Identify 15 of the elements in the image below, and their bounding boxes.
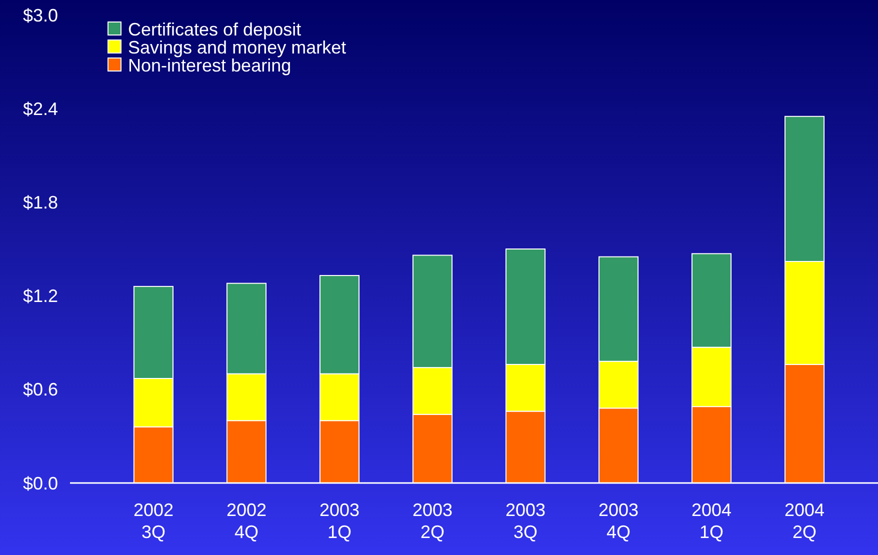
x-tick-label: 2003 1Q	[319, 500, 360, 542]
y-tick-label: $2.4	[22, 98, 58, 119]
x-tick-label: 2003 4Q	[598, 500, 639, 542]
y-tick-label: $1.2	[22, 286, 58, 306]
x-tick-label: 2003 3Q	[505, 500, 546, 542]
x-tick-label: 2002 4Q	[226, 500, 267, 542]
legend-label: Certificates of deposit	[128, 19, 302, 40]
x-tick-label: 2003 2Q	[412, 500, 453, 542]
y-tick-label: $0.0	[22, 473, 58, 494]
x-tick-label: 2004 1Q	[691, 500, 732, 542]
x-tick-label: 2002 3Q	[133, 500, 174, 542]
y-tick-label: $3.0	[22, 5, 58, 26]
y-tick-label: $0.6	[22, 380, 58, 400]
y-tick-label: $1.8	[22, 192, 58, 212]
x-tick-label: 2004 2Q	[784, 500, 825, 542]
